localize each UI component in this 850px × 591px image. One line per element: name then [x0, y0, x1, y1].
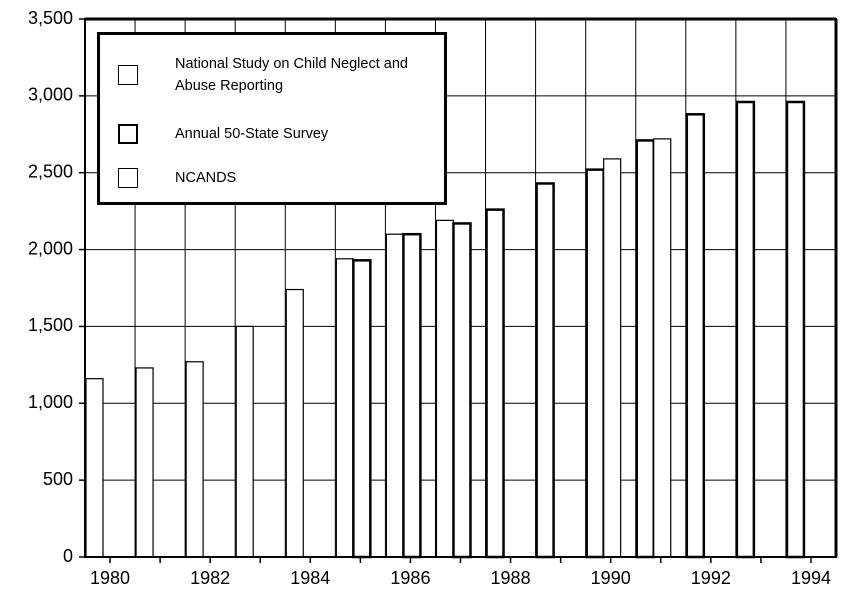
- y-tick-label: 1,000: [28, 392, 73, 412]
- bar: [785, 100, 806, 559]
- y-tick-label: 3,000: [28, 85, 73, 105]
- legend-swatch: [118, 168, 138, 188]
- legend-label: National Study on Child Neglect and Abus…: [175, 56, 408, 94]
- bar: [285, 288, 304, 558]
- bar: [385, 233, 404, 558]
- bar: [235, 325, 254, 558]
- legend-label: Annual 50-State Survey: [175, 126, 329, 142]
- bar: [435, 219, 455, 558]
- bar: [603, 158, 622, 558]
- bar: [135, 367, 154, 558]
- x-tick-label: 1982: [190, 568, 230, 588]
- bar: [452, 222, 472, 559]
- y-tick-label: 2,500: [28, 161, 73, 181]
- x-tick-label: 1980: [90, 568, 130, 588]
- bar: [485, 208, 505, 559]
- x-tick-label: 1988: [491, 568, 531, 588]
- y-tick-label: 500: [43, 469, 73, 489]
- bar: [352, 259, 372, 559]
- legend-entry: National Study on Child Neglect and Abus…: [118, 53, 430, 97]
- y-tick-label: 2,000: [28, 238, 73, 258]
- bar: [685, 113, 706, 559]
- bar: [85, 378, 104, 558]
- bar: [402, 232, 422, 559]
- legend-label: NCANDS: [175, 170, 237, 186]
- legend-swatch: [118, 65, 138, 85]
- bar: [735, 100, 756, 559]
- x-tick-label: 1992: [691, 568, 731, 588]
- bar: [335, 258, 354, 558]
- legend: National Study on Child Neglect and Abus…: [97, 32, 447, 205]
- bar: [185, 361, 204, 558]
- x-tick-label: 1990: [591, 568, 631, 588]
- y-tick-label: 0: [63, 546, 73, 566]
- bar: [635, 139, 655, 559]
- x-tick-label: 1986: [390, 568, 430, 588]
- bar: [653, 138, 672, 558]
- legend-entry: Annual 50-State Survey: [118, 123, 430, 145]
- bar: [535, 182, 555, 559]
- x-tick-label: 1994: [791, 568, 831, 588]
- bar: [585, 168, 605, 559]
- legend-swatch: [118, 124, 138, 144]
- legend-entry: NCANDS: [118, 167, 430, 189]
- x-tick-label: 1984: [290, 568, 330, 588]
- y-tick-label: 1,500: [28, 315, 73, 335]
- y-tick-label: 3,500: [28, 8, 73, 28]
